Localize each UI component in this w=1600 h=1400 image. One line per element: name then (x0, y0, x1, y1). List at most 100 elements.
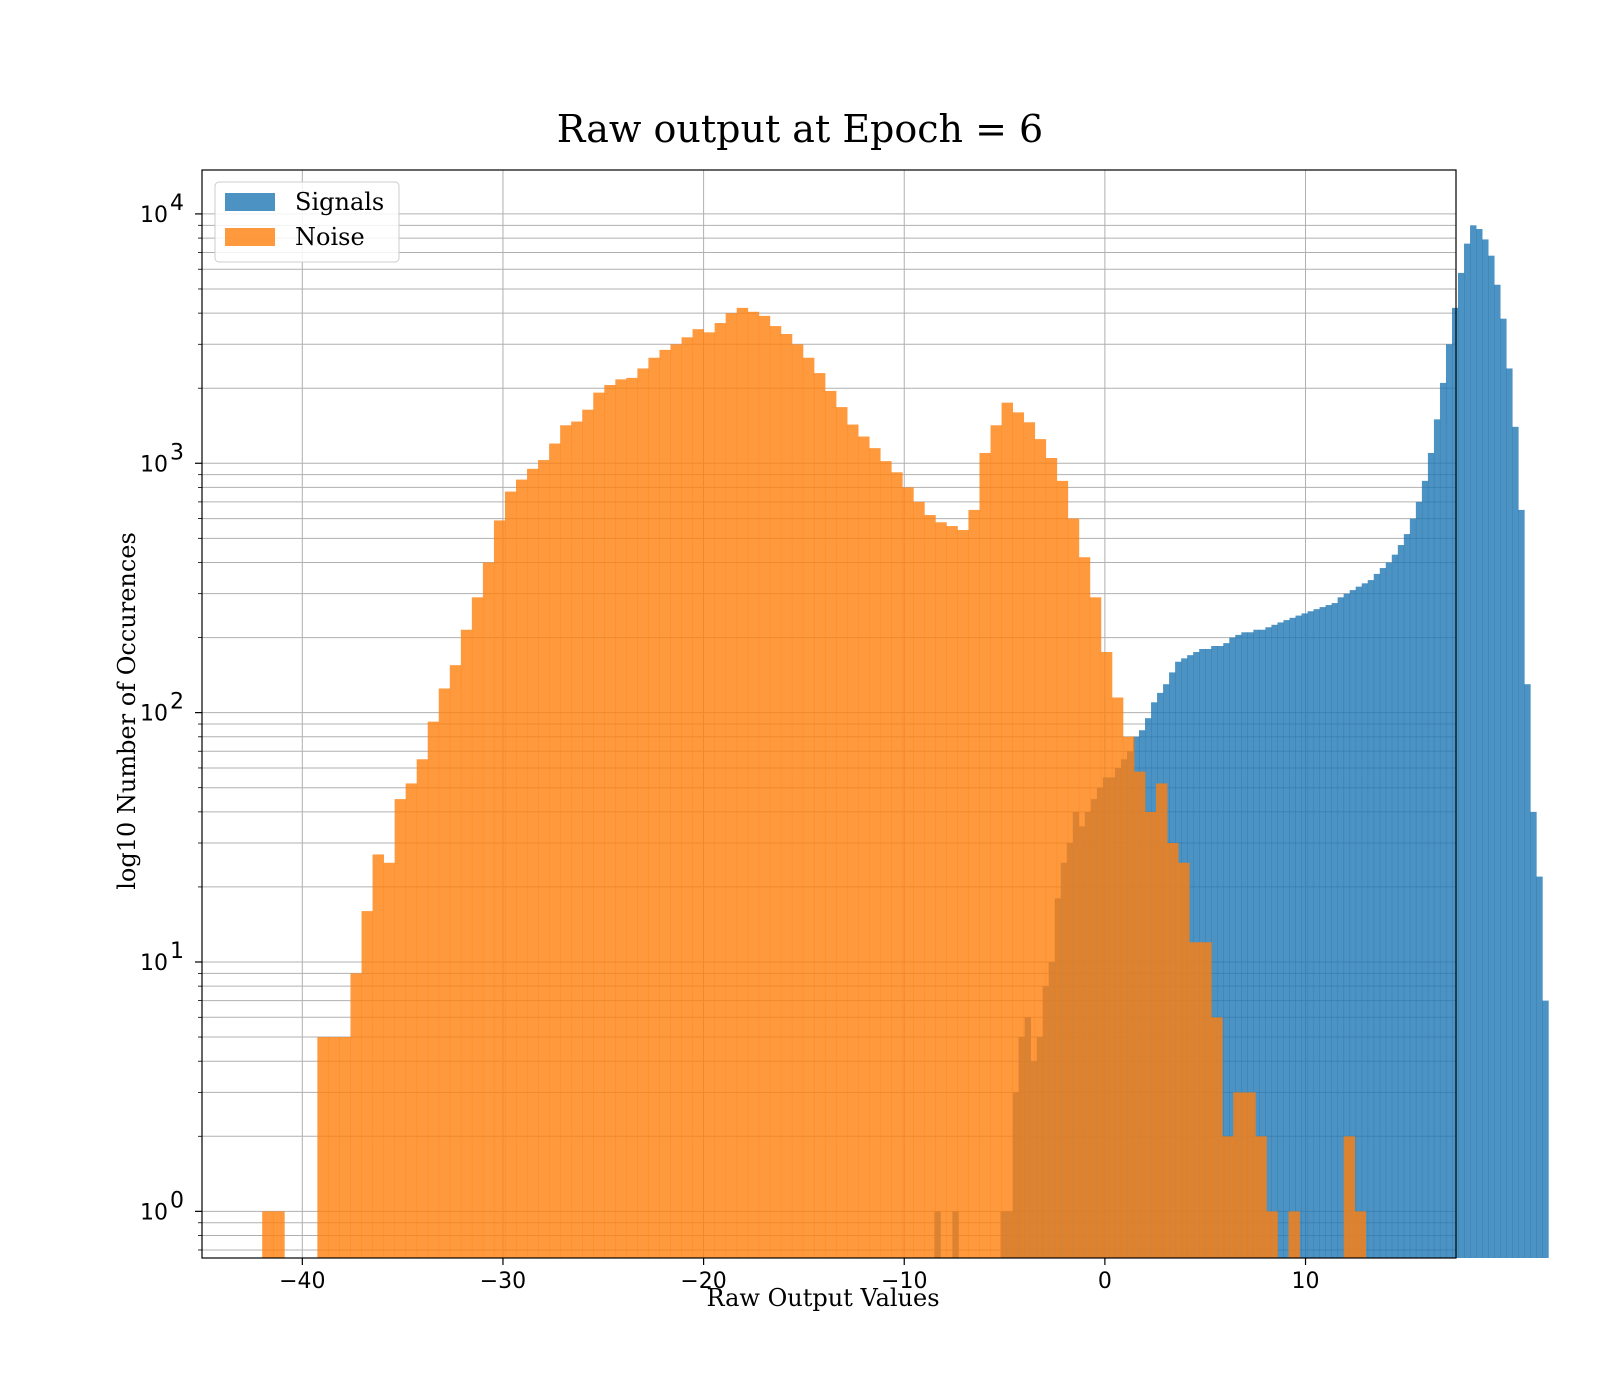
signals-bar (1379, 568, 1387, 1258)
signals-bar (1464, 243, 1471, 1258)
noise-bar (1178, 862, 1190, 1258)
noise-bar (858, 436, 870, 1258)
noise-bar (1078, 557, 1091, 1258)
noise-bar (493, 520, 506, 1258)
noise-bar (504, 491, 517, 1258)
noise-bar (383, 862, 396, 1258)
noise-bar (1244, 1092, 1256, 1258)
signals-bar (1235, 634, 1242, 1258)
noise-bar (1100, 652, 1113, 1258)
noise-bar (482, 562, 495, 1258)
x-tick-label: −30 (480, 1269, 526, 1294)
x-tick-label: 10 (1292, 1269, 1320, 1294)
noise-bar (593, 392, 605, 1258)
noise-bar (1034, 439, 1047, 1258)
chart-title: Raw output at Epoch = 6 (557, 107, 1043, 151)
signals-bar (1325, 605, 1333, 1258)
signals-bar (1373, 573, 1381, 1258)
signals-bar (1421, 480, 1429, 1258)
legend-swatch-signals (225, 193, 275, 211)
noise-bar (747, 311, 760, 1258)
signals-bar (1217, 646, 1224, 1258)
noise-bar (659, 349, 671, 1258)
signals-bar (1397, 545, 1405, 1258)
noise-bar (1133, 771, 1146, 1258)
noise-bar (1012, 412, 1025, 1258)
noise-bar (1211, 1017, 1223, 1258)
x-tick-label: −40 (279, 1269, 325, 1294)
noise-bar (670, 344, 682, 1259)
signals-bar (1506, 368, 1513, 1258)
signals-bar (1500, 318, 1507, 1258)
y-tick-label: 10 (140, 1200, 168, 1225)
signals-bar (1229, 637, 1236, 1258)
noise-bar (990, 425, 1002, 1258)
signals-bar (1494, 284, 1501, 1258)
signals-bar (1265, 627, 1272, 1258)
signals-bar (1403, 534, 1411, 1258)
signals-bar (1313, 609, 1320, 1258)
noise-bar (427, 721, 440, 1258)
noise-bar (692, 329, 704, 1258)
noise-bar (648, 357, 660, 1258)
y-tick-exponent: 0 (170, 1188, 184, 1213)
noise-bar (1233, 1092, 1245, 1258)
legend-label-noise: Noise (295, 223, 365, 251)
signals-bar (1385, 562, 1393, 1258)
noise-bar (571, 421, 583, 1259)
signals-bar (1319, 607, 1326, 1258)
noise-bar (869, 448, 881, 1258)
noise-bar (438, 688, 451, 1258)
signals-bar (1518, 509, 1525, 1259)
noise-bar (1200, 942, 1212, 1258)
noise-bar (847, 424, 859, 1258)
y-tick-label: 10 (140, 702, 168, 727)
noise-bar (560, 425, 572, 1258)
noise-bar (968, 509, 980, 1259)
noise-bar (615, 379, 627, 1258)
noise-bar (516, 479, 528, 1258)
noise-bar (273, 1211, 285, 1258)
noise-bar (328, 1037, 340, 1258)
signals-bar (1524, 684, 1531, 1258)
noise-bar (460, 629, 473, 1258)
noise-bar (714, 323, 727, 1258)
signals-bar (1367, 580, 1375, 1258)
noise-bar (604, 385, 616, 1258)
signals-bar (1349, 590, 1357, 1258)
noise-bar (1056, 480, 1069, 1258)
signals-bar (1536, 876, 1543, 1258)
noise-bar (549, 443, 561, 1258)
noise-bar (1288, 1211, 1300, 1258)
noise-bar (471, 597, 484, 1258)
noise-bar (637, 368, 649, 1258)
noise-bar (736, 307, 749, 1258)
noise-bar (350, 973, 362, 1258)
legend-label-signals: Signals (295, 188, 384, 216)
noise-bar (1354, 1211, 1367, 1258)
plot-frame (201, 169, 1457, 1259)
noise-bar (946, 526, 958, 1258)
signals-bar (1530, 811, 1537, 1258)
noise-bars (262, 307, 1367, 1259)
noise-bar (1255, 1136, 1267, 1258)
signals-bar (1259, 629, 1266, 1258)
y-tick-label: 10 (140, 452, 168, 477)
y-tick-label: 10 (140, 203, 168, 228)
noise-bar (725, 313, 738, 1259)
legend: Signals Noise (214, 181, 400, 263)
signals-bar (1361, 583, 1369, 1258)
signals-bar (1488, 255, 1495, 1258)
y-tick-exponent: 1 (170, 939, 184, 964)
noise-bar (1122, 736, 1135, 1258)
noise-bar (1145, 811, 1157, 1258)
signals-bar (1307, 611, 1314, 1258)
signals-bar (1439, 382, 1447, 1258)
noise-bar (813, 373, 826, 1258)
signals-bar (1355, 586, 1363, 1258)
noise-bar (1089, 597, 1102, 1258)
noise-bar (262, 1211, 274, 1258)
noise-bar (769, 326, 782, 1258)
signals-bar (1211, 646, 1218, 1258)
